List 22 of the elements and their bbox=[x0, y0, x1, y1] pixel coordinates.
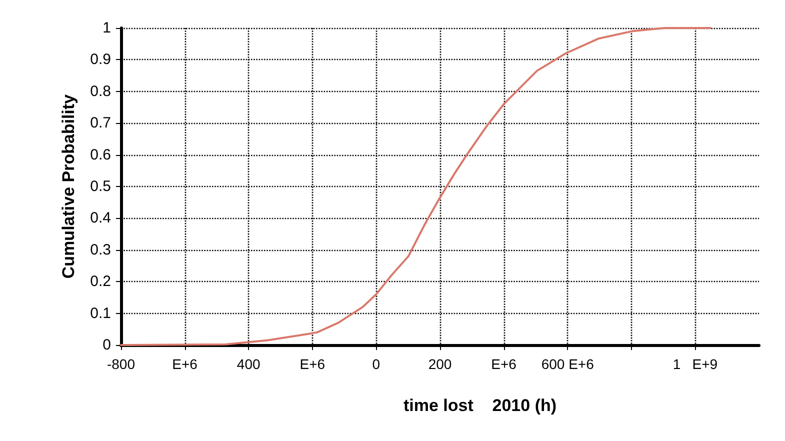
x-tick-label: 0 bbox=[372, 356, 380, 372]
x-tick-label: 400 bbox=[236, 356, 260, 372]
y-tick-label: 0.7 bbox=[90, 114, 111, 132]
y-tick-label: 0.6 bbox=[90, 146, 111, 164]
y-tick-label: 0.8 bbox=[90, 82, 111, 100]
y-axis-title: Cumulative Probability bbox=[59, 94, 78, 279]
y-tick-label: 0.5 bbox=[90, 178, 111, 195]
y-tick-label: 0.9 bbox=[90, 51, 111, 68]
x-tick-label: E+6 bbox=[491, 356, 517, 372]
y-tick-label: 0.4 bbox=[90, 210, 111, 227]
y-tick-label: 0.2 bbox=[90, 273, 111, 290]
x-tick-label: 600 E+6 bbox=[541, 356, 594, 372]
x-tick-label: E+6 bbox=[172, 356, 198, 372]
x-tick-label: 1 E+9 bbox=[672, 356, 718, 372]
y-tick-label: 0.1 bbox=[90, 304, 111, 322]
x-tick-label: E+6 bbox=[300, 356, 326, 372]
y-tick-label: 0.3 bbox=[90, 241, 111, 258]
x-tick-label: 200 bbox=[428, 356, 452, 372]
x-axis-title: time lost 2010 (h) bbox=[403, 396, 557, 415]
y-tick-label: 0 bbox=[102, 336, 111, 354]
x-tick-label: -800 bbox=[106, 356, 136, 372]
y-tick-label: 1 bbox=[102, 20, 111, 36]
